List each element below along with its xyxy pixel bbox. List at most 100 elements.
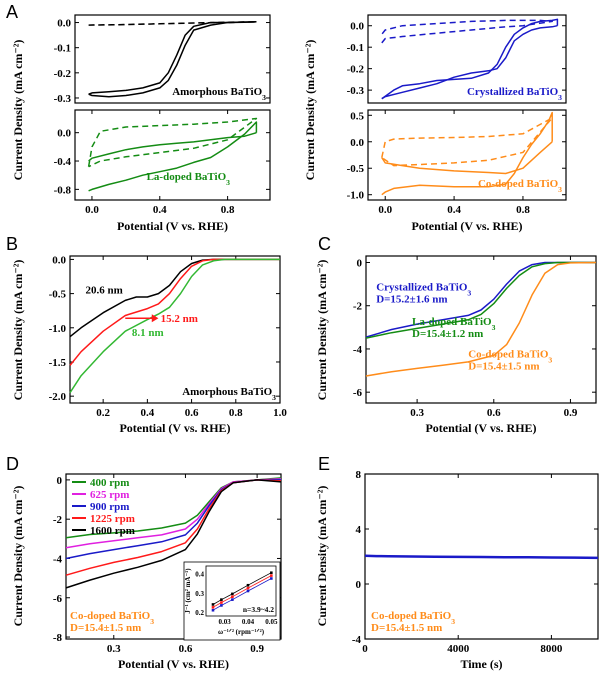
sample-label-2: La-doped BaTiO3: [412, 316, 496, 332]
x-axis-title-e: Time (s): [460, 657, 502, 671]
inset-point: [246, 583, 250, 587]
y-tick-label: 0: [356, 579, 362, 591]
inset-y-tick: 0.3: [195, 590, 204, 598]
inset-point: [270, 571, 273, 575]
x-tick-label: 0.3: [107, 643, 121, 655]
sample-label: Co-doped BaTiO3: [70, 610, 154, 626]
series-line-3: [381, 19, 553, 44]
x-tick-label: 8000: [540, 643, 563, 655]
size-label: D=15.4±1.5 nm: [70, 622, 141, 634]
inset-point: [246, 586, 250, 590]
y-tick-label: 0.0: [350, 21, 364, 33]
sample-label: La-doped BaTiO3: [147, 171, 231, 187]
y-tick-label: -6: [53, 593, 63, 605]
series-line-1: [88, 21, 257, 95]
inset-point: [220, 601, 223, 604]
sample-label: Amorphous BaTiO3: [182, 386, 276, 402]
x-tick-label: 0.4: [140, 407, 154, 419]
y-tick-label: -4: [53, 553, 63, 565]
inset-point: [220, 598, 223, 601]
series-line-3: [381, 117, 553, 167]
series-line-5: [65, 479, 282, 589]
x-tick-label: 0.4: [153, 204, 167, 216]
legend-label: 625 rpm: [90, 489, 129, 501]
y-tick-label: 0.0: [57, 128, 71, 140]
x-tick-label: 0.9: [564, 407, 578, 419]
annotation-8nm: 8.1 nm: [132, 327, 164, 339]
legend-label: 1225 rpm: [90, 513, 135, 525]
size-label-1: D=15.2±1.6 nm: [376, 294, 447, 306]
y-tick-label: -4: [353, 344, 363, 356]
series-line-3: [87, 117, 258, 168]
inset-x-tick: 0.03: [219, 618, 232, 626]
panel-a1: 0.0 -0.1 -0.2 -0.3 Amorphous BaTiO3: [54, 14, 271, 105]
inset-frame: [183, 561, 281, 641]
inset-point: [270, 574, 273, 577]
y-tick-label: -0.1: [347, 42, 364, 54]
x-tick-label: 0.2: [96, 407, 110, 419]
y-tick-label: -2: [353, 301, 363, 313]
y-tick-label: -8: [53, 632, 63, 644]
y-tick-label: 0.0: [57, 18, 71, 30]
x-tick-label: 0.4: [447, 204, 461, 216]
plot-frame: [367, 14, 567, 104]
y-tick-label: 4: [356, 524, 362, 536]
y-tick-label: -0.8: [54, 184, 72, 196]
y-tick-label: 8: [356, 469, 362, 481]
y-tick-label: 0.0: [52, 254, 66, 266]
inset-axes: [205, 565, 277, 617]
y-tick-label: 0.0: [350, 137, 364, 149]
y-tick-label: -1.5: [49, 357, 67, 369]
panel-a4: 0.5 0.0 -0.5 -1.0 0.0 0.4 0.8 Co-doped BaTiO3: [347, 109, 567, 216]
inset-kl-plot: 0.2 0.3 0.4 0.03 0.04 0.05 n=3.9~4.2 ω⁻¹ᐟ² (rpm…: [183, 561, 281, 641]
inset-x-tick: 0.05: [265, 618, 278, 626]
y-tick-label: -0.4: [54, 156, 72, 168]
panel-letter-c: C: [318, 234, 331, 254]
inset-annotation: n=3.9~4.2: [243, 605, 274, 614]
y-tick-label: -1.0: [49, 323, 67, 335]
x-axis-title-b: Potential (V vs. RHE): [119, 421, 230, 435]
panel-a2: 0.0 -0.1 -0.2 -0.3 Crystallized BaTiO3: [347, 14, 567, 104]
series-line-3: [69, 258, 280, 394]
x-tick-label: 0.0: [85, 204, 99, 216]
panel-letter-e: E: [318, 454, 330, 474]
y-tick-label: 0: [357, 257, 363, 269]
sample-label-1: Crystallized BaTiO3: [376, 282, 471, 298]
panel-letter-a: A: [6, 2, 18, 22]
inset-y-tick: 0.2: [195, 609, 204, 617]
series-line-1: [364, 554, 599, 560]
legend-label: 900 rpm: [90, 501, 129, 513]
sample-label: Amorphous BaTiO3: [172, 86, 266, 102]
size-label-3: D=15.4±1.5 nm: [468, 361, 539, 373]
y-tick-label: -0.3: [54, 93, 72, 105]
y-tick-label: 0: [57, 475, 63, 487]
y-tick-label: 0.5: [350, 110, 364, 122]
sample-label: Co-doped BaTiO3: [478, 178, 562, 194]
x-tick-label: 0.3: [410, 407, 424, 419]
inset-point: [211, 603, 215, 606]
x-tick-label: 0.9: [250, 643, 264, 655]
series-line-2: [381, 24, 558, 100]
x-tick-label: 0.8: [229, 407, 243, 419]
panel-b: 0.0 -0.5 -1.0 -1.5 -2.0 0.2 0.4 0.6 0.8 1.0 20.6 n…: [49, 254, 288, 419]
annotation-15nm: 15.2 nm: [161, 313, 198, 325]
plot-frame: [367, 109, 567, 201]
x-axis-title-a-right: Potential (V vs. RHE): [411, 219, 522, 233]
y-tick-label: -0.2: [54, 68, 72, 80]
arrow-head: [151, 314, 159, 323]
y-axis-title-a: Current Density (mA cm⁻²): [11, 40, 25, 181]
x-axis-title-c: Potential (V vs. RHE): [425, 421, 536, 435]
y-axis-title-a-right: Current Density (mA cm⁻²): [303, 40, 317, 181]
panel-letter-b: B: [6, 234, 18, 254]
x-axis-title-a: Potential (V vs. RHE): [117, 219, 228, 233]
x-tick-label: 0.6: [185, 407, 199, 419]
annotation-20nm: 20.6 nm: [85, 285, 122, 297]
sample-label: Co-doped BaTiO3: [371, 610, 455, 626]
inset-y-tick: 0.4: [195, 571, 204, 579]
inset-x-tick: 0.04: [242, 618, 255, 626]
inset-point: [246, 589, 250, 593]
size-label: D=15.4±1.5 nm: [371, 622, 442, 634]
